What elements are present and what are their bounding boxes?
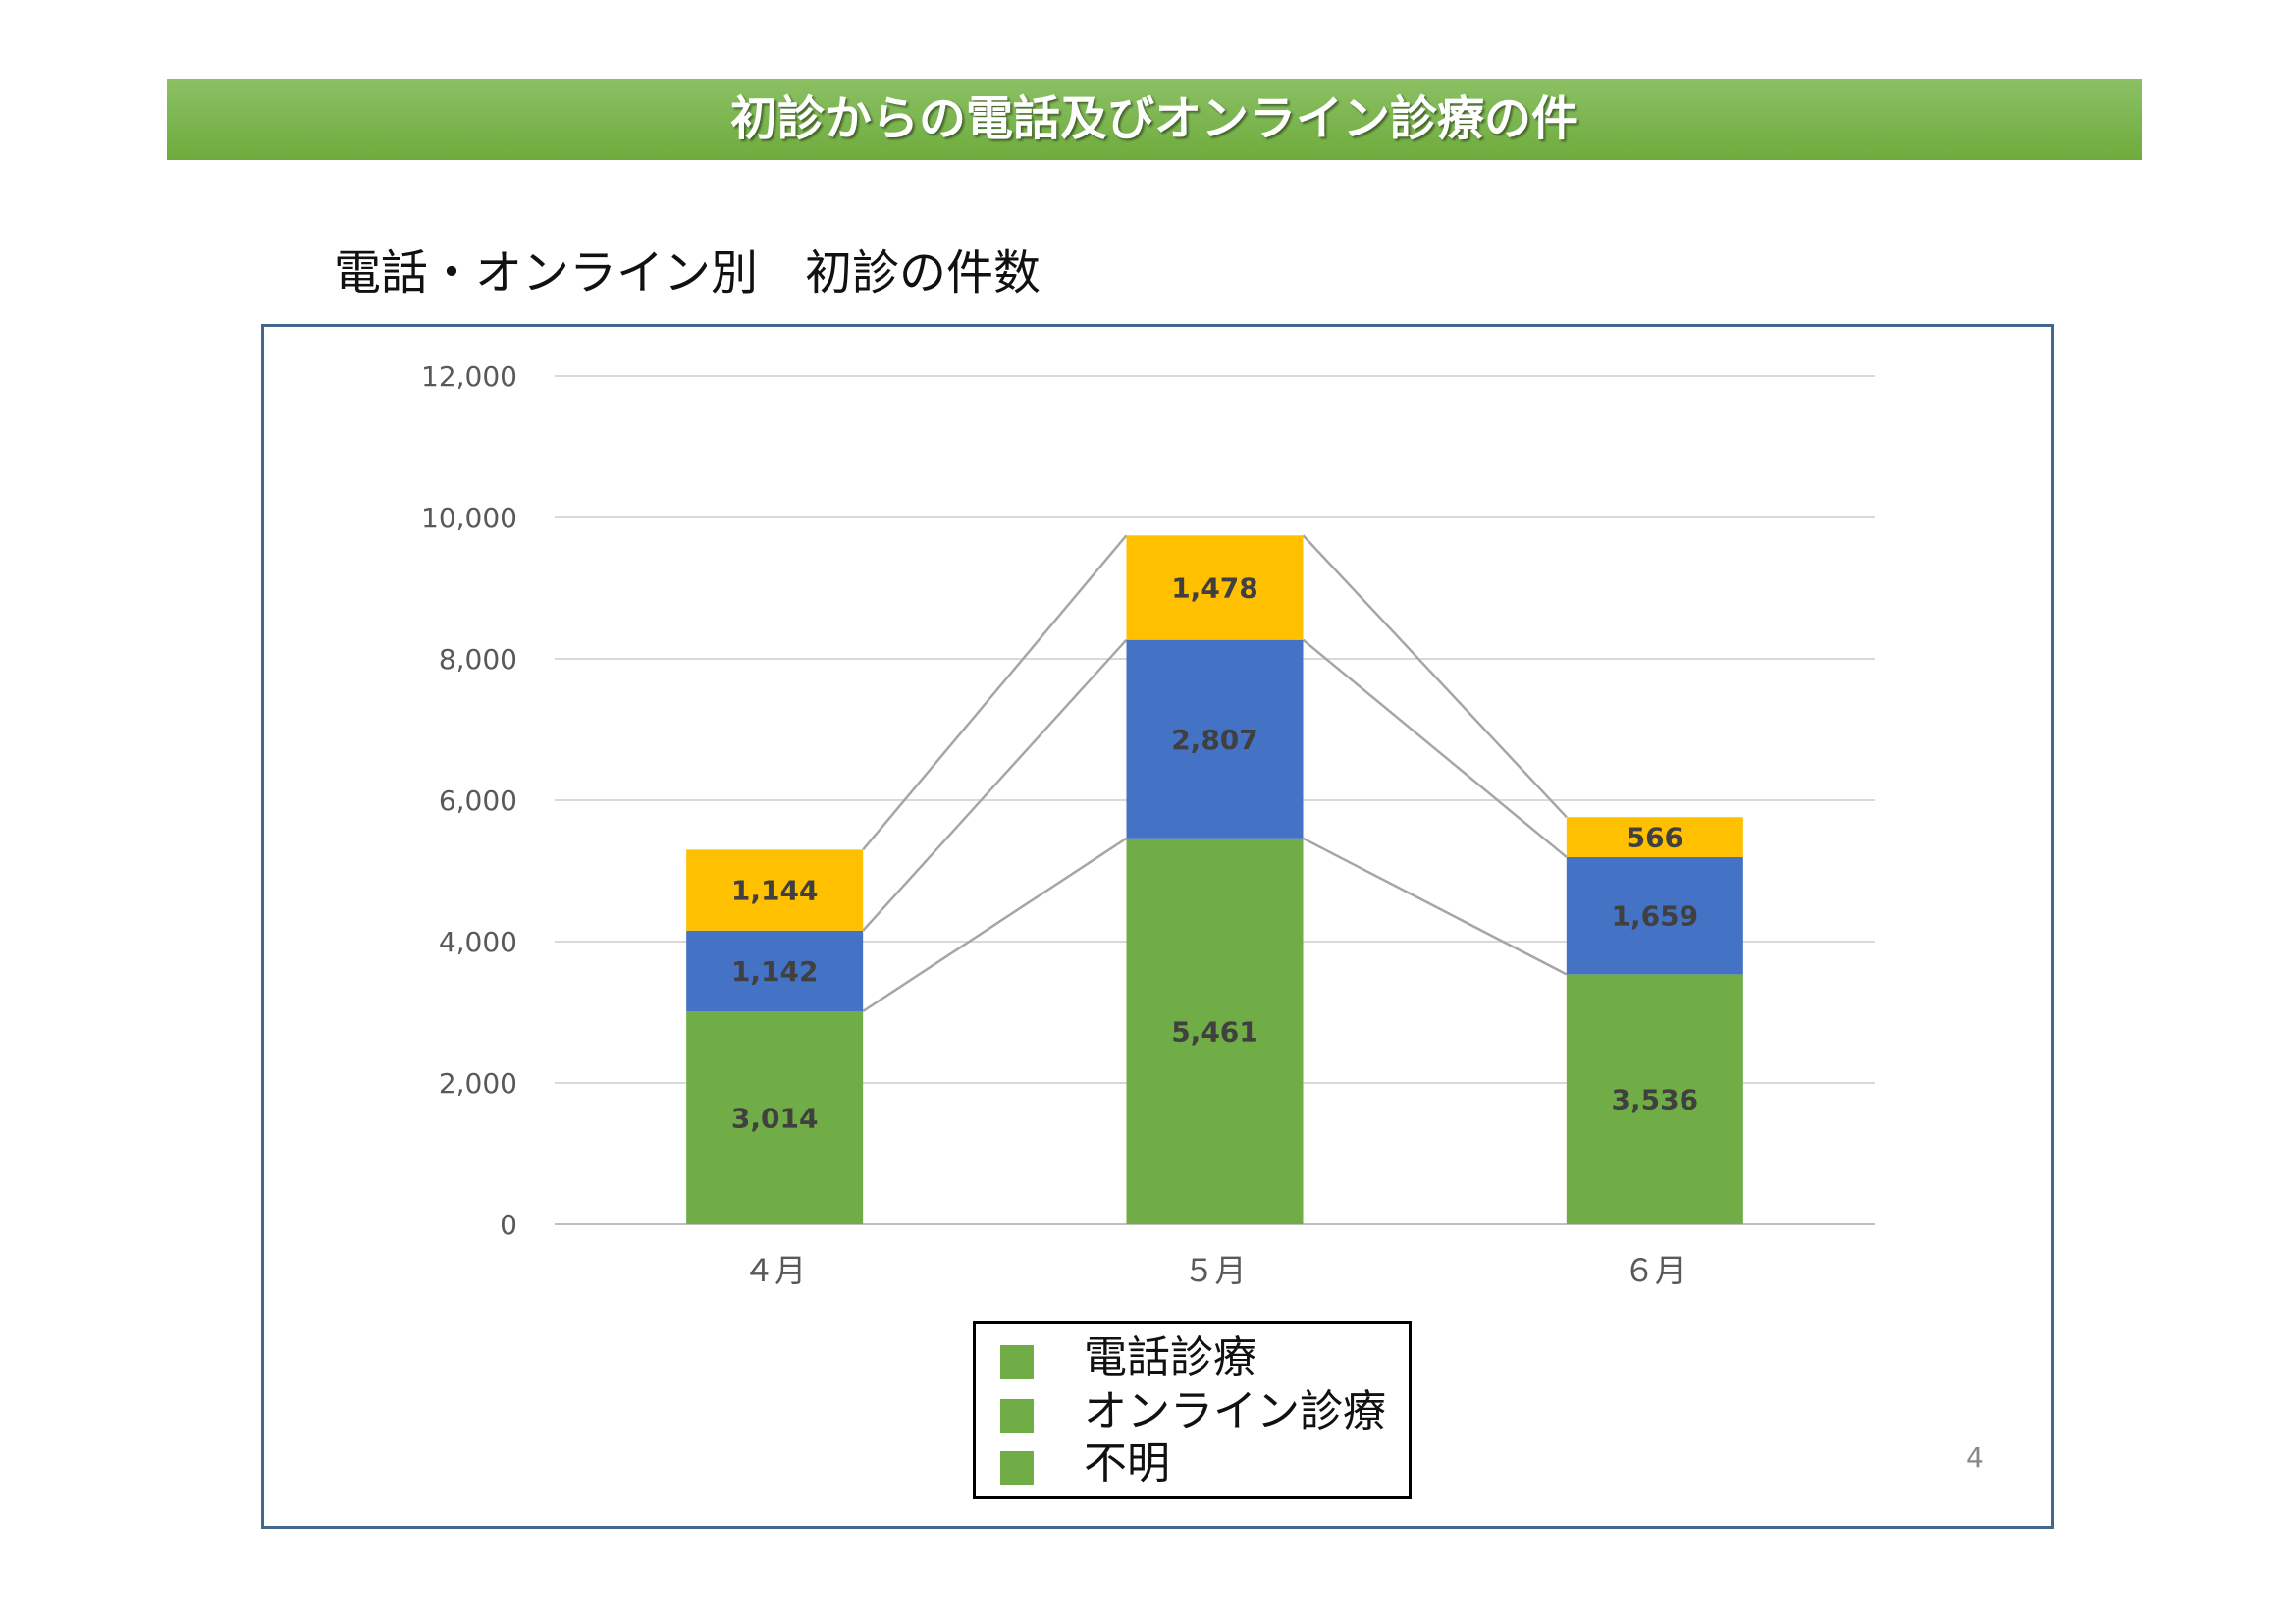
legend-swatch [1000,1399,1034,1433]
data-label: 1,659 [1612,900,1699,933]
bar-segment [1126,838,1304,1224]
x-tick-label: ５月 [1183,1252,1246,1289]
y-tick-label: 8,000 [439,643,517,676]
series-line [862,534,1128,851]
bar-segment [1566,974,1743,1224]
bar-segment [686,930,864,1011]
series-line [1302,837,1568,976]
legend-swatch [1000,1345,1034,1379]
data-label: 5,461 [1171,1015,1258,1048]
y-tick-label: 0 [500,1209,517,1241]
data-label: 2,807 [1171,724,1258,756]
data-label: 3,536 [1612,1084,1699,1116]
bar-segment [1126,639,1304,839]
header-bar: 初診からの電話及びオンライン診療の件 [167,79,2142,160]
page-number: 4 [1966,1441,1984,1474]
bar-segment [686,849,864,931]
series-line [862,837,1128,1013]
x-tick-label: ６月 [1624,1252,1686,1289]
chart-frame [261,324,2054,1529]
legend-label: 不明 [1084,1438,1170,1489]
legend: 電話診療 オンライン診療 不明 [973,1321,1412,1499]
series-line [1302,638,1568,858]
legend-label: 電話診療 [1084,1332,1256,1382]
data-label: 1,478 [1171,571,1258,604]
x-tick-label: ４月 [743,1252,806,1289]
page-title: 初診からの電話及びオンライン診療の件 [729,91,1578,146]
y-tick-label: 10,000 [421,502,517,534]
y-tick-label: 2,000 [439,1067,517,1100]
bar-segment [1126,535,1304,640]
bar-segment [1566,817,1743,857]
y-tick-label: 12,000 [421,360,517,393]
chart-title: 電話・オンライン別 初診の件数 [334,245,1041,300]
legend-label: オンライン診療 [1084,1386,1386,1436]
bar-segment [1566,856,1743,975]
data-label: 3,014 [731,1102,819,1134]
y-tick-label: 4,000 [439,926,517,958]
series-line [862,638,1128,932]
legend-swatch [1000,1451,1034,1485]
data-label: 566 [1627,822,1683,854]
y-tick-label: 6,000 [439,785,517,817]
series-line [1302,534,1568,819]
data-label: 1,144 [731,875,819,907]
bar-segment [686,1010,864,1224]
data-label: 1,142 [731,955,819,988]
